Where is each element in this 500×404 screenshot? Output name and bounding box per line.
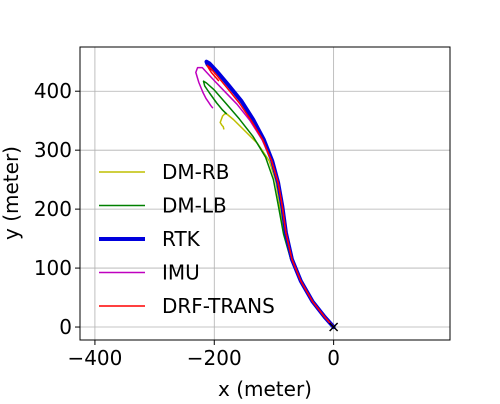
y-tick-label: 0 xyxy=(59,315,72,339)
x-tick-label: 0 xyxy=(327,346,340,370)
x-axis-label: x (meter) xyxy=(218,377,312,400)
y-tick-label: 100 xyxy=(34,256,72,280)
axes-frame xyxy=(79,46,451,341)
legend-label-drf-trans: DRF-TRANS xyxy=(162,294,275,318)
legend-label-rtk: RTK xyxy=(162,227,201,251)
plot-lines xyxy=(195,59,336,329)
y-ticks: 0 100 200 300 400 xyxy=(34,79,80,339)
x-tick-label: −200 xyxy=(187,346,242,370)
end-markers xyxy=(329,322,339,332)
legend-label-dm-lb: DM-LB xyxy=(162,194,227,218)
y-axis-label: y (meter) xyxy=(0,146,23,240)
y-tick-label: 200 xyxy=(34,197,72,221)
end-point-marker xyxy=(329,322,339,332)
legend: DM-RB DM-LB RTK IMU DRF-TRANS xyxy=(99,160,275,318)
x-ticks: −400 −200 0 xyxy=(67,340,340,370)
y-tick-label: 300 xyxy=(34,138,72,162)
grid xyxy=(80,47,450,340)
legend-label-dm-rb: DM-RB xyxy=(162,160,230,184)
x-tick-label: −400 xyxy=(67,346,122,370)
legend-label-imu: IMU xyxy=(162,261,200,285)
series-line-drf-trans xyxy=(206,64,335,328)
y-tick-label: 400 xyxy=(34,79,72,103)
